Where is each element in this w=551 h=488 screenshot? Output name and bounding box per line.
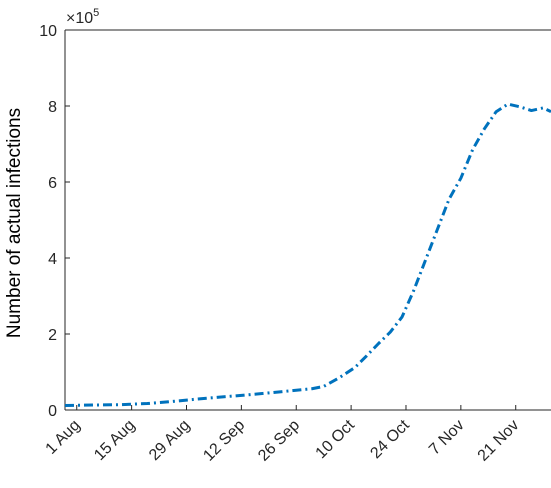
y-multiplier-exponent: 5: [93, 7, 99, 19]
x-tick-label: 15 Aug: [91, 417, 138, 464]
x-tick-label: 12 Sep: [200, 417, 248, 465]
x-tick-label: 21 Nov: [475, 417, 523, 465]
y-ticks: 0 2 4 6 8 10: [39, 23, 70, 420]
series-layer: [64, 102, 551, 407]
plot-area: [65, 30, 551, 410]
x-tick-label: 26 Sep: [255, 417, 303, 465]
x-tick-label: 29 Aug: [146, 417, 193, 464]
y-tick-label: 10: [39, 23, 57, 40]
series-line: [64, 102, 551, 407]
y-tick-label: 8: [48, 99, 57, 116]
plot-background: [65, 30, 551, 410]
y-tick-label: 4: [48, 251, 57, 268]
axes: [64, 29, 551, 411]
y-axis-label: Number of actual infections: [4, 108, 25, 338]
x-tick-label: 1 Aug: [43, 417, 84, 458]
x-tick-label: 10 Oct: [313, 416, 359, 462]
y-tick-label: 2: [48, 327, 57, 344]
y-tick-label: 0: [48, 403, 57, 420]
x-ticks: 1 Aug 15 Aug 29 Aug 12 Sep 26 Sep 10 Oct 24 Oc…: [43, 405, 523, 465]
x-tick-label: 24 Oct: [367, 416, 413, 462]
x-tick-label: 7 Nov: [426, 417, 468, 459]
y-multiplier-label: ×105: [66, 7, 99, 27]
y-tick-label: 6: [48, 175, 57, 192]
y-multiplier-base: ×10: [66, 10, 93, 27]
